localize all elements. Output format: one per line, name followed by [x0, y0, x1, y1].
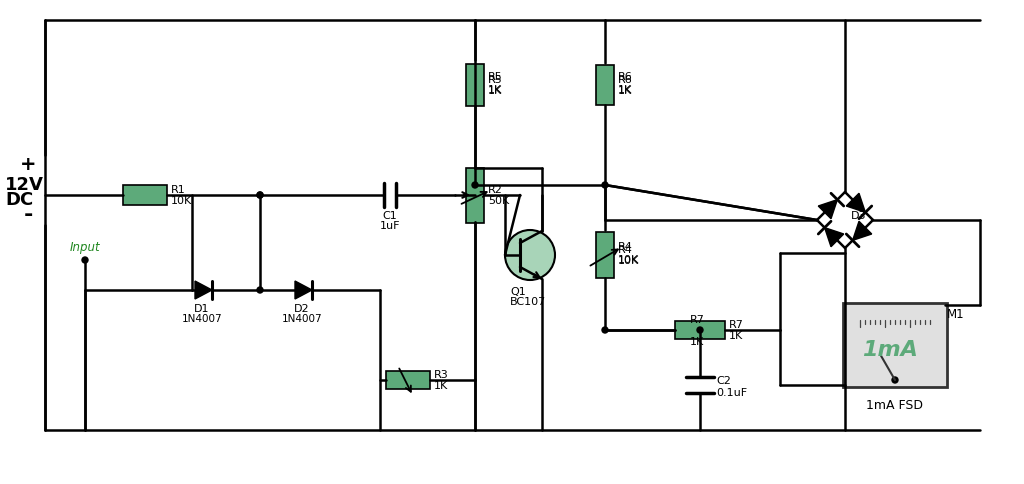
Text: 10K: 10K: [618, 255, 639, 265]
Circle shape: [602, 182, 608, 188]
Text: Q1: Q1: [510, 287, 525, 297]
Text: 1K: 1K: [434, 381, 449, 391]
Circle shape: [257, 192, 263, 198]
Polygon shape: [195, 281, 212, 299]
Text: 12V: 12V: [5, 176, 44, 194]
Circle shape: [602, 327, 608, 333]
Text: 1K: 1K: [618, 86, 632, 96]
Text: C1: C1: [383, 211, 397, 221]
Bar: [386, 371, 430, 389]
Bar: [596, 65, 614, 105]
Text: R4: R4: [618, 245, 633, 255]
Bar: [123, 185, 167, 205]
Text: R7: R7: [729, 320, 743, 330]
Text: R3: R3: [434, 370, 449, 380]
Text: 1K: 1K: [618, 85, 632, 95]
Bar: [466, 64, 484, 106]
Circle shape: [892, 377, 898, 383]
Text: 1mA FSD: 1mA FSD: [866, 399, 924, 412]
Bar: [466, 167, 484, 223]
Text: +: +: [19, 155, 36, 175]
Circle shape: [82, 257, 88, 263]
Text: M1: M1: [947, 308, 965, 321]
FancyBboxPatch shape: [843, 303, 947, 387]
Text: R7: R7: [690, 315, 705, 325]
Text: R2: R2: [488, 185, 503, 195]
Polygon shape: [824, 227, 844, 247]
Circle shape: [697, 327, 703, 333]
Text: BC107: BC107: [510, 297, 546, 307]
Text: Input: Input: [70, 242, 100, 255]
Text: 1K: 1K: [488, 85, 502, 95]
Text: R1: R1: [171, 185, 185, 195]
Bar: [675, 321, 725, 339]
Polygon shape: [295, 281, 312, 299]
Text: 1K: 1K: [488, 86, 502, 96]
Text: R6: R6: [618, 75, 633, 85]
Text: 10K: 10K: [618, 256, 639, 266]
Text: 10K: 10K: [171, 196, 193, 206]
Text: R6: R6: [618, 72, 633, 82]
Text: 1K: 1K: [690, 337, 705, 347]
Text: R4: R4: [618, 242, 633, 252]
Polygon shape: [846, 193, 865, 212]
Text: 1uF: 1uF: [380, 221, 400, 231]
Text: D3: D3: [851, 211, 866, 221]
Text: 1mA: 1mA: [862, 340, 918, 360]
Text: 50K: 50K: [488, 196, 509, 206]
Circle shape: [257, 287, 263, 293]
Text: D2: D2: [294, 304, 310, 314]
Text: 1N4007: 1N4007: [181, 314, 222, 324]
Text: 1N4007: 1N4007: [282, 314, 323, 324]
Text: -: -: [24, 205, 33, 225]
Text: D1: D1: [195, 304, 210, 314]
Circle shape: [505, 230, 555, 280]
Circle shape: [472, 182, 478, 188]
Text: DC: DC: [5, 191, 33, 209]
Text: C2: C2: [716, 376, 731, 386]
Text: 0.1uF: 0.1uF: [716, 388, 748, 398]
Polygon shape: [853, 221, 871, 241]
Polygon shape: [818, 199, 838, 219]
Text: 1K: 1K: [729, 331, 743, 341]
Text: R5: R5: [488, 72, 503, 82]
Circle shape: [257, 192, 263, 198]
Text: R5: R5: [488, 75, 503, 85]
Bar: [596, 232, 614, 278]
